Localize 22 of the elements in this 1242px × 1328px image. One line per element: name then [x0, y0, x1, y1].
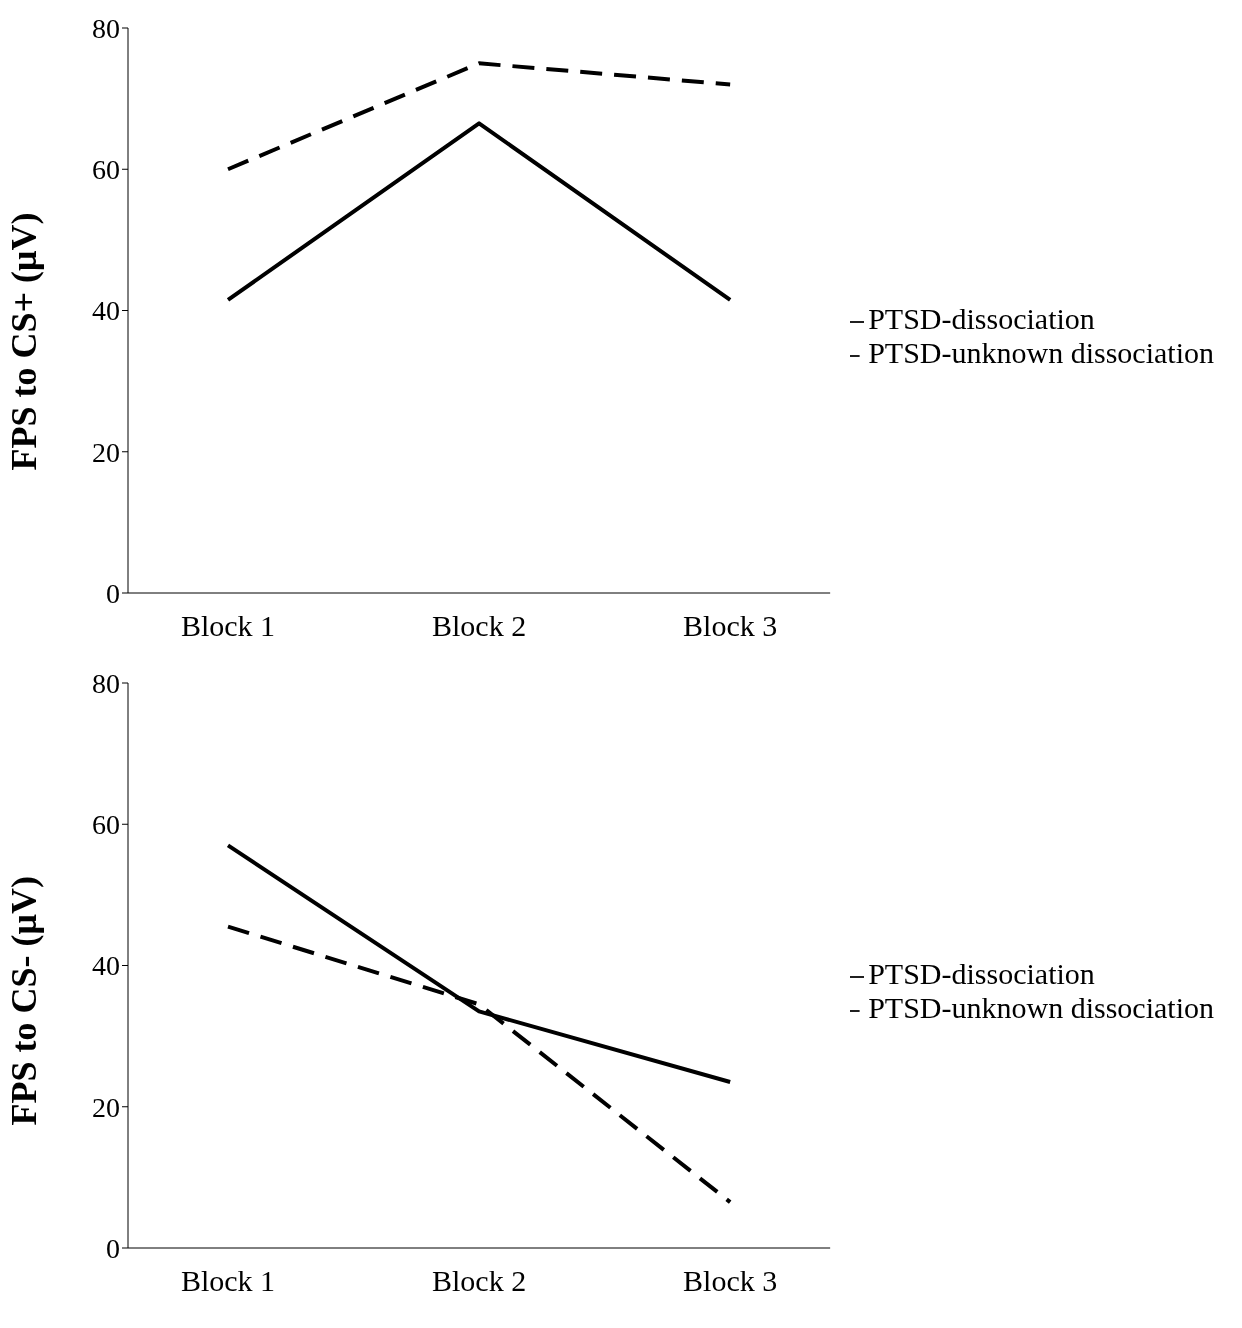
legend-label: PTSD-unknown dissociation: [868, 990, 1214, 1024]
y-tick-label: 60: [92, 154, 120, 186]
y-tick-label: 40: [92, 295, 120, 327]
legend-label: PTSD-dissociation: [868, 301, 1095, 335]
legend-label: PTSD-dissociation: [868, 956, 1095, 990]
x-tick-label: Block 1: [180, 609, 276, 643]
y-tick-label: 60: [92, 809, 120, 841]
y-tick-label: 40: [92, 950, 120, 982]
y-tick-label: 20: [92, 436, 120, 468]
y-axis-title: FPS to CS+ (μV): [3, 212, 44, 471]
y-tick-label: 80: [92, 12, 120, 44]
y-tick-label: 0: [106, 577, 120, 609]
x-tick-label: Block 1: [180, 1264, 276, 1298]
y-tick-label: 80: [92, 667, 120, 699]
x-tick-label: Block 2: [431, 609, 527, 643]
legend-label: PTSD-unknown dissociation: [868, 335, 1214, 369]
y-tick-label: 20: [92, 1091, 120, 1123]
x-tick-label: Block 3: [683, 1264, 778, 1298]
y-tick-label: 0: [106, 1232, 120, 1264]
x-tick-label: Block 3: [683, 609, 778, 643]
y-axis-title: FPS to CS- (μV): [3, 876, 44, 1126]
x-tick-label: Block 2: [431, 1264, 527, 1298]
